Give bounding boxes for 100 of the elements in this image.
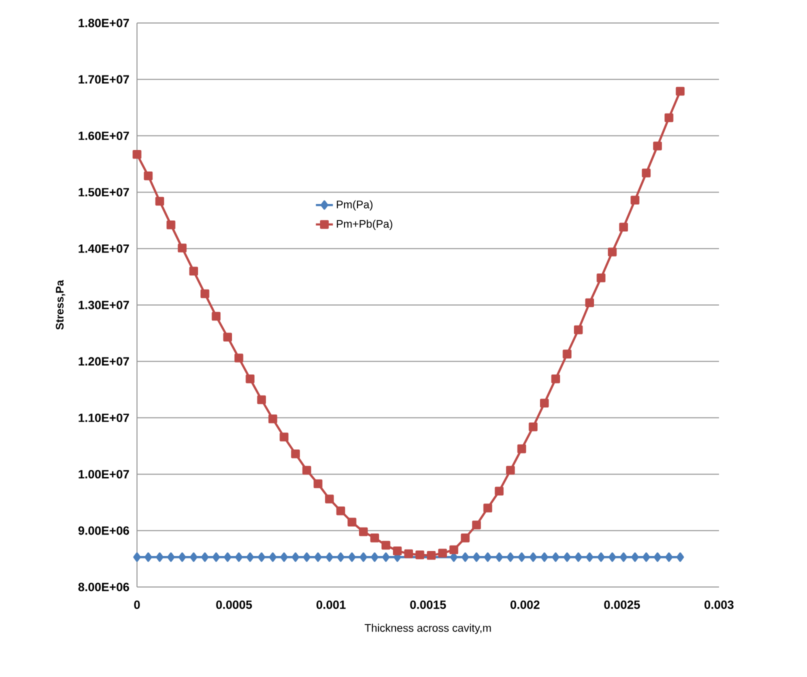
y-tick-label: 1.50E+07 xyxy=(78,188,129,196)
point xyxy=(223,332,232,342)
point xyxy=(348,518,356,527)
point xyxy=(189,266,198,276)
point xyxy=(359,527,368,536)
point xyxy=(676,552,684,562)
y-tick-label: 1.10E+07 xyxy=(78,414,129,422)
x-axis-title: Thickness across cavity,m xyxy=(364,624,491,634)
y-tick-label: 9.00E+06 xyxy=(78,526,130,535)
point xyxy=(506,466,515,475)
point xyxy=(132,150,142,159)
point xyxy=(166,220,176,230)
point xyxy=(292,552,300,562)
point xyxy=(506,552,514,562)
x-tick-label: 0.003 xyxy=(704,600,734,609)
point xyxy=(370,552,378,562)
point xyxy=(212,312,221,321)
x-tick-label: 0.002 xyxy=(510,600,540,609)
point xyxy=(642,168,651,178)
point xyxy=(314,552,322,562)
point xyxy=(665,552,673,562)
point xyxy=(518,552,526,562)
point xyxy=(642,552,650,562)
point xyxy=(178,244,187,252)
point xyxy=(529,552,537,562)
y-tick-label: 1.20E+07 xyxy=(78,357,129,366)
point xyxy=(630,196,640,204)
point xyxy=(654,552,662,562)
y-tick-label: 1.30E+07 xyxy=(78,300,129,310)
y-tick-label: 1.00E+07 xyxy=(78,470,129,478)
y-tick-label: 1.40E+07 xyxy=(78,244,129,253)
point xyxy=(314,479,322,488)
point xyxy=(574,325,583,334)
x-tick-label: 0.0025 xyxy=(604,600,640,609)
point xyxy=(382,552,390,562)
point xyxy=(144,171,153,180)
point xyxy=(190,552,198,562)
point xyxy=(619,222,628,232)
point xyxy=(438,548,447,558)
point xyxy=(167,552,175,562)
legend-label: Pm+Pb(Pa) xyxy=(336,220,392,230)
y-tick-label: 1.70E+07 xyxy=(78,75,129,84)
x-tick-label: 0.0015 xyxy=(410,600,446,609)
point xyxy=(336,506,346,516)
point xyxy=(586,552,594,562)
point xyxy=(246,374,254,384)
y-axis-title: Stress,Pa xyxy=(56,280,66,330)
point xyxy=(291,450,300,458)
point xyxy=(370,534,380,542)
point xyxy=(212,552,220,562)
point xyxy=(280,552,288,562)
point xyxy=(653,142,662,150)
point xyxy=(257,395,266,404)
point xyxy=(302,552,311,562)
point xyxy=(224,552,232,562)
point xyxy=(676,86,685,96)
point xyxy=(325,494,334,504)
point xyxy=(178,552,186,562)
point xyxy=(269,552,277,562)
x-tick-label: 0 xyxy=(134,600,140,609)
point xyxy=(608,248,617,256)
point xyxy=(563,552,571,562)
point xyxy=(336,552,344,562)
point xyxy=(540,398,549,408)
point xyxy=(528,422,538,432)
point xyxy=(144,552,152,562)
point xyxy=(280,432,288,442)
point xyxy=(472,520,481,530)
point xyxy=(540,552,548,562)
x-tick-label: 0.001 xyxy=(316,600,346,609)
point xyxy=(551,374,560,384)
point xyxy=(517,444,526,454)
point xyxy=(460,534,470,542)
point xyxy=(484,552,492,562)
point xyxy=(449,545,458,554)
point xyxy=(597,552,605,562)
point xyxy=(201,552,209,562)
legend-label: Pm(Pa) xyxy=(336,200,372,211)
point xyxy=(155,196,164,206)
point xyxy=(574,552,582,562)
point xyxy=(348,552,356,562)
point xyxy=(200,289,210,298)
y-tick-label: 8.00E+06 xyxy=(78,582,130,592)
point xyxy=(596,274,606,282)
point xyxy=(472,552,480,562)
y-tick-label: 1.80E+07 xyxy=(78,18,129,28)
point xyxy=(133,552,141,562)
point xyxy=(631,552,639,562)
point xyxy=(235,552,243,562)
point xyxy=(483,504,492,512)
point xyxy=(382,540,390,550)
point xyxy=(664,113,674,122)
point xyxy=(392,546,402,556)
point xyxy=(426,551,436,560)
point xyxy=(326,552,334,562)
point xyxy=(302,466,312,475)
point xyxy=(461,552,470,562)
point xyxy=(258,552,266,562)
point xyxy=(234,354,244,362)
point xyxy=(246,552,254,562)
